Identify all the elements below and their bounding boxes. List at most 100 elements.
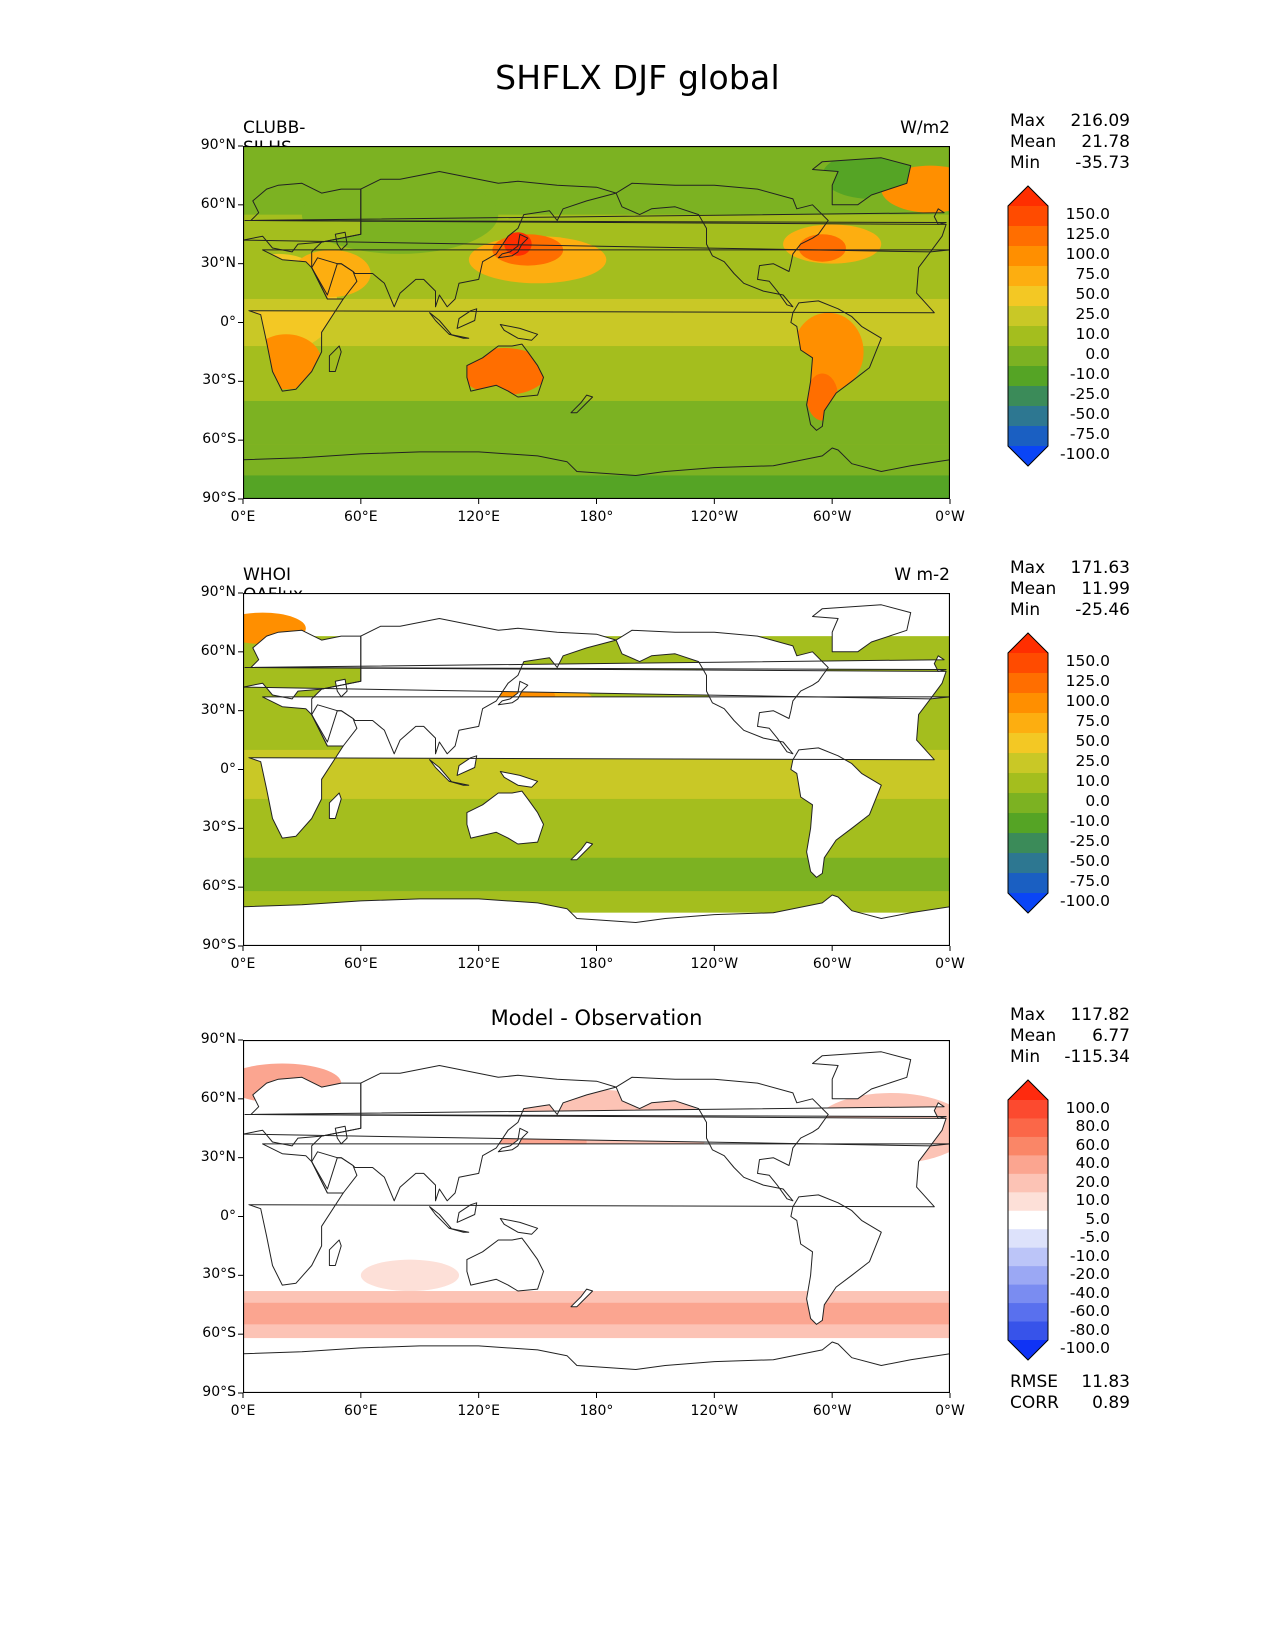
colorbar-label: 25.0 [1075, 752, 1110, 770]
stat-value: 216.09 [1070, 111, 1130, 131]
coastline-arabia [311, 1151, 358, 1194]
coastline-greenland [812, 157, 912, 206]
field-land-australia [460, 347, 548, 396]
field-gulfstream-core [798, 234, 846, 262]
colorbar-segment [1008, 206, 1048, 227]
y-tick-label: 60°N [200, 1089, 236, 1106]
stat-value: -25.46 [1075, 600, 1130, 620]
stat-name: Min [1010, 600, 1041, 620]
x-tick-label: 120°W [690, 956, 739, 972]
land-australia [466, 791, 544, 844]
coastline-nz [570, 841, 594, 861]
land-antarctica [243, 895, 950, 946]
colorbar-label: -10.0 [1069, 812, 1110, 830]
stat-value: 0.89 [1092, 1393, 1130, 1413]
colorbar-outline [1007, 1079, 1049, 1361]
coastlines [243, 1051, 950, 1370]
colorbar-segment [1008, 1303, 1048, 1323]
colorbar-segment [1008, 1173, 1048, 1193]
colorbar-label: 40.0 [1075, 1154, 1110, 1173]
colorbar-segment [1008, 246, 1048, 267]
x-tick-label: 60°E [343, 1403, 378, 1419]
colorbar-label: 80.0 [1075, 1117, 1110, 1136]
colorbar-canvas [1007, 632, 1049, 914]
colorbar-label: 100.0 [1065, 692, 1110, 710]
colorbar-segment [1008, 1155, 1048, 1175]
colorbar-segment [1008, 226, 1048, 247]
coastline-greenland [812, 604, 912, 653]
x-tick-label: 60°E [343, 509, 378, 525]
stat-name: Mean [1010, 579, 1057, 599]
stat-name: Max [1010, 111, 1046, 131]
colorbar-label: 20.0 [1075, 1172, 1110, 1191]
stat-corr: CORR 0.89 [1010, 1393, 1130, 1413]
colorbar-segment [1008, 386, 1048, 407]
land-japan [498, 681, 528, 705]
colorbar [1007, 185, 1049, 467]
stat-value: 171.63 [1070, 558, 1130, 578]
field-band-southern-ocean [243, 857, 950, 892]
coastline-borneo [456, 1202, 478, 1223]
land-nz [571, 1289, 593, 1307]
stat-mean: Mean 11.99 [1010, 579, 1130, 599]
x-tick-label: 120°E [457, 956, 500, 972]
colorbar-segment [1008, 426, 1048, 447]
stat-min: Min -25.46 [1010, 600, 1130, 620]
colorbar-extend-max [1008, 186, 1048, 206]
map-difference [238, 1039, 951, 1398]
stat-value: 6.77 [1092, 1026, 1130, 1046]
land-newguinea [500, 1218, 538, 1235]
stat-name: Max [1010, 1005, 1046, 1025]
colorbar-label: -100.0 [1060, 445, 1110, 463]
coastline-madagascar [328, 345, 342, 372]
colorbar-label: 150.0 [1065, 652, 1110, 670]
colorbar-segment [1008, 306, 1048, 327]
y-tick-label: 60°N [200, 642, 236, 659]
colorbar-segment [1008, 773, 1048, 794]
colorbar [1007, 1079, 1049, 1361]
colorbar-label: -20.0 [1069, 1265, 1110, 1284]
colorbar-extend-max [1008, 633, 1048, 653]
land-madagascar [329, 793, 342, 819]
colorbar-label: 5.0 [1085, 1209, 1110, 1228]
colorbar-extend-min [1008, 1340, 1048, 1360]
colorbar-segment [1008, 1136, 1048, 1156]
field-indian-subtropics [360, 1259, 460, 1292]
colorbar-segment [1008, 673, 1048, 694]
coastlines [243, 604, 950, 923]
colorbar-segment [1008, 266, 1048, 287]
field-band-antarctic-interior [243, 475, 950, 499]
colorbar-label: 50.0 [1075, 732, 1110, 750]
colorbar-segment [1008, 833, 1048, 854]
colorbar-label: 10.0 [1075, 1191, 1110, 1210]
stat-rmse: RMSE 11.83 [1010, 1372, 1130, 1392]
panel-units: W/m2 [900, 118, 950, 138]
y-tick-label: 60°S [202, 1325, 236, 1342]
land-antarctica [243, 1342, 950, 1393]
stat-mean: Mean 6.77 [1010, 1026, 1130, 1046]
colorbar-segment [1008, 1210, 1048, 1230]
colorbar-segment [1008, 693, 1048, 714]
colorbar-label: -25.0 [1069, 385, 1110, 403]
x-tick-label: 60°W [812, 509, 852, 525]
land-mask [243, 604, 950, 946]
map-frame [243, 593, 950, 946]
stat-value: -35.73 [1075, 153, 1130, 173]
land-greenland [812, 604, 911, 652]
colorbar-segment [1008, 793, 1048, 814]
stat-min: Min -35.73 [1010, 153, 1130, 173]
colorbar-extend-min [1008, 446, 1048, 466]
map-frame [243, 1040, 950, 1393]
stat-value: 117.82 [1070, 1005, 1130, 1025]
coastlines [243, 157, 950, 476]
stat-value: 21.78 [1081, 132, 1130, 152]
coastline-samerica [790, 300, 882, 431]
coastline-japan [497, 1127, 529, 1153]
coastline-borneo [456, 755, 478, 776]
colorbar-label: -25.0 [1069, 832, 1110, 850]
colorbar-segment [1008, 813, 1048, 834]
coastline-australia [466, 790, 544, 845]
coastline-arabia [311, 704, 358, 747]
y-tick-label: 90°N [200, 584, 236, 600]
colorbar-label: 75.0 [1075, 712, 1110, 730]
